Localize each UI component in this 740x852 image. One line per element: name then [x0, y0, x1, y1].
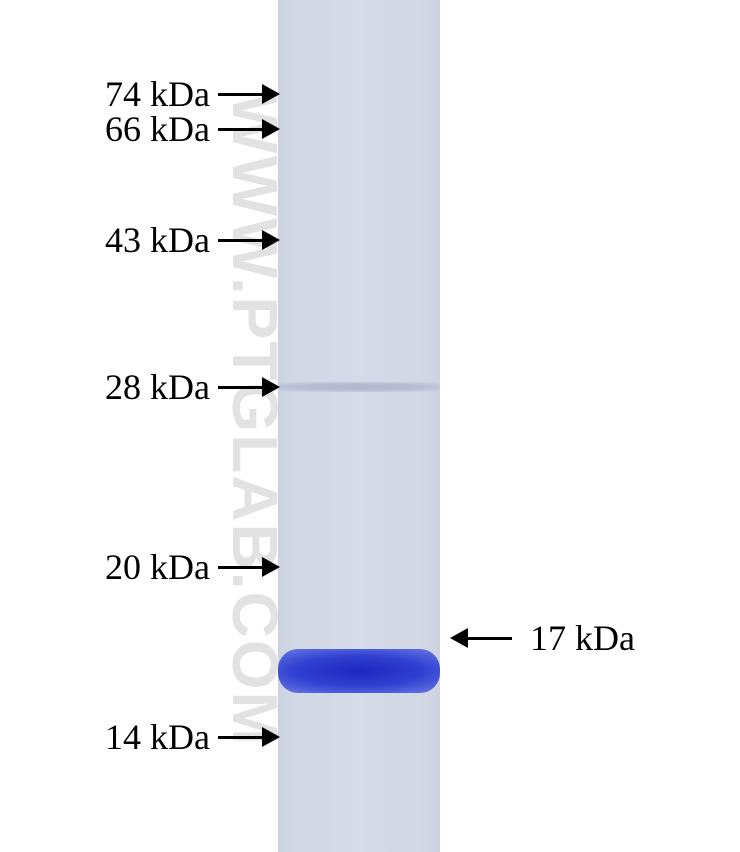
marker-left: 66 kDa [0, 107, 278, 151]
marker-label-text: 17 kDa [530, 617, 635, 659]
protein-band-main [278, 649, 440, 693]
marker-left: 43 kDa [0, 218, 278, 262]
marker-left: 20 kDa [0, 545, 278, 589]
marker-right: 17 kDa [530, 616, 635, 660]
marker-label-text: 66 kDa [105, 108, 210, 150]
gel-lane [278, 0, 440, 852]
marker-label-text: 20 kDa [105, 546, 210, 588]
marker-label-text: 43 kDa [105, 219, 210, 261]
protein-band-faint [278, 382, 440, 392]
marker-label-text: 14 kDa [105, 716, 210, 758]
marker-left: 14 kDa [0, 715, 278, 759]
gel-diagram: WWW.PTGLAB.COM74 kDa66 kDa43 kDa28 kDa20… [0, 0, 740, 852]
marker-left: 28 kDa [0, 365, 278, 409]
marker-label-text: 28 kDa [105, 366, 210, 408]
